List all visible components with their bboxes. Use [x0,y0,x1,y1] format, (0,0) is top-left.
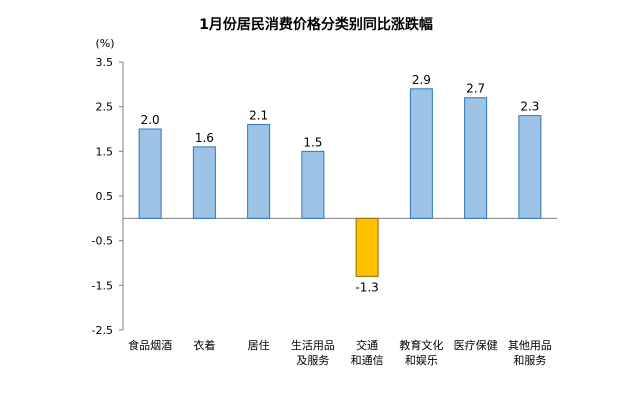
data-label: 2.3 [520,100,539,114]
data-labels: 2.0 1.6 2.1 1.5 -1.3 2.9 2.7 2.3 [141,73,540,295]
data-label: 1.5 [303,135,322,149]
category-label: 和娱乐 [405,353,438,367]
category-label: 其他用品 [508,339,552,352]
y-tick-label: 0.5 [96,190,114,203]
bars [138,88,542,277]
y-tick-label: 3.5 [96,56,114,69]
y-tick-label: 1.5 [96,145,114,158]
category-label: 食品烟酒 [128,338,172,352]
bar [247,124,271,219]
category-label: 和服务 [513,354,546,367]
category-label: 交通 [356,338,378,352]
category-label: 生活用品 [291,338,335,352]
data-label: 2.7 [466,82,485,96]
bar [138,128,162,219]
category-label: 衣着 [193,338,215,352]
bar [355,217,379,277]
chart-title: 1月份居民消费价格分类别同比涨跌幅 [199,16,433,33]
data-label: 2.0 [141,113,160,127]
category-label: 及服务 [296,354,329,367]
y-tick-label: -1.5 [92,279,113,292]
category-label: 医疗保健 [454,338,498,352]
category-label: 和通信 [351,354,384,367]
y-axis-unit-label: (%) [95,37,114,50]
bar [518,115,542,219]
category-label: 教育文化 [399,338,443,352]
bar [301,150,325,219]
data-label: 1.6 [195,131,214,145]
bar [464,97,488,219]
y-tick-label: -0.5 [92,235,113,248]
data-label: -1.3 [355,280,378,294]
category-label: 居住 [248,338,270,352]
bar [409,88,433,219]
y-tick-label: -2.5 [92,324,113,337]
data-label: 2.1 [249,109,268,123]
bar [192,146,216,219]
data-label: 2.9 [412,73,431,87]
y-tick-label: 2.5 [96,101,114,114]
